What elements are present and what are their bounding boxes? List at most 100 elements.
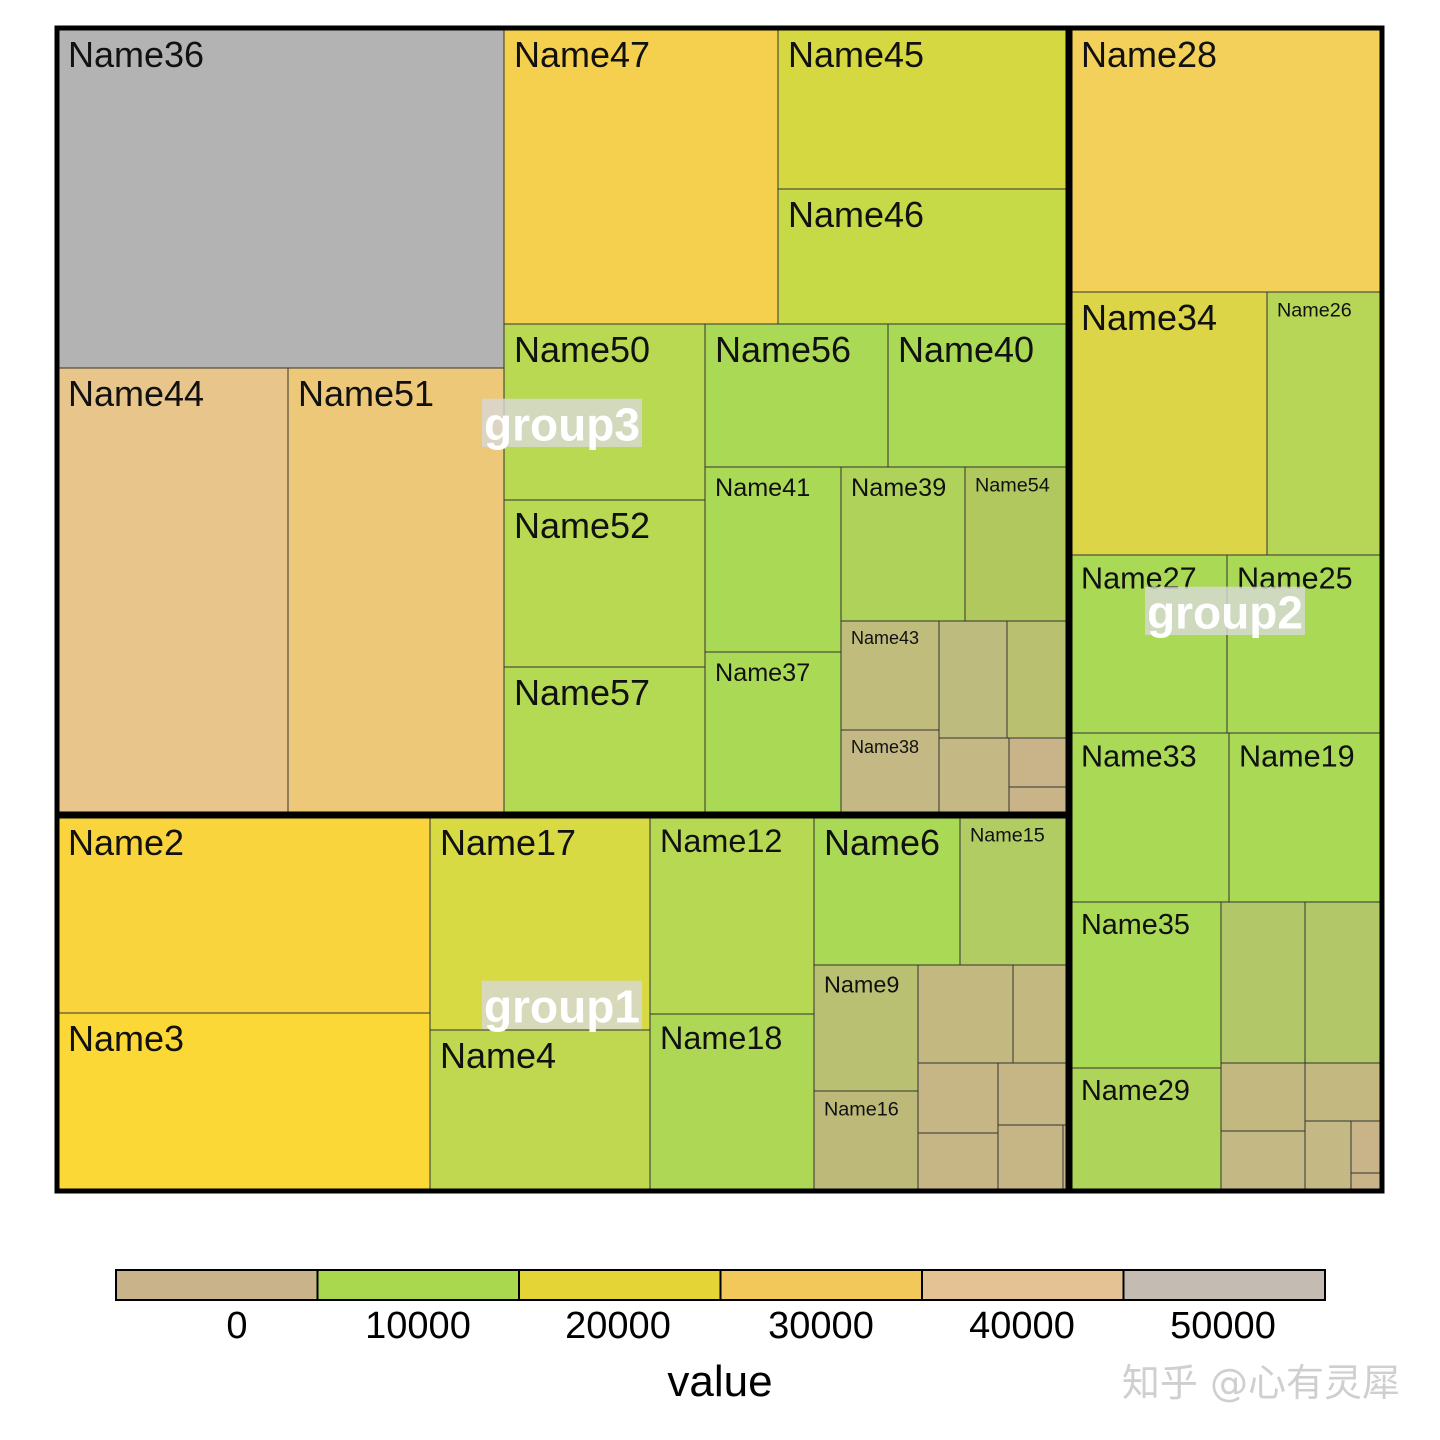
tile-label: Name47	[514, 34, 650, 75]
treemap-tile	[938, 620, 1008, 739]
treemap-tile	[1266, 291, 1382, 556]
legend-tick-label: 20000	[565, 1305, 671, 1347]
treemap-tile	[1304, 1062, 1382, 1122]
treemap-tile	[1220, 1130, 1306, 1191]
tile-label: Name3	[68, 1018, 184, 1059]
group-labels: group3 group1 group2	[481, 398, 1306, 1033]
treemap-tile	[1220, 901, 1306, 1064]
treemap-tile	[57, 367, 289, 813]
tile-label: Name18	[660, 1020, 782, 1056]
treemap-tile	[938, 737, 1010, 813]
legend-tick-label: 40000	[969, 1305, 1075, 1347]
treemap-tile	[813, 816, 961, 966]
tile-label: Name39	[851, 474, 946, 502]
treemap-tile	[840, 620, 940, 731]
legend-bin	[719, 1269, 923, 1301]
treemap-tile	[57, 28, 505, 369]
tile-label: Name36	[68, 34, 204, 75]
treemap-tile	[777, 28, 1068, 190]
treemap-tile	[1070, 28, 1382, 293]
treemap-tile	[777, 188, 1068, 325]
tile-label: Name17	[440, 822, 576, 863]
legend-bin	[316, 1269, 520, 1301]
treemap-group-group1: Name2 Name3 Name17 Name4 Name12 Name18 Name6 Na…	[57, 816, 1068, 1191]
group-label: group1	[484, 981, 640, 1033]
treemap-tile	[997, 1062, 1068, 1126]
treemap-tile	[1006, 620, 1068, 739]
group-label-background	[1144, 586, 1306, 635]
tile-label: Name26	[1277, 300, 1352, 322]
treemap-tile	[840, 466, 966, 622]
tile-label: Name50	[514, 329, 650, 370]
treemap-tiles: Name36 Name44 Name51 Name47 Name45 Name46 Name…	[57, 28, 1382, 1191]
treemap-tile	[1070, 1067, 1222, 1191]
color-legend: 0 10000 20000 30000 40000 50000 value	[115, 1269, 1326, 1406]
treemap-tile	[964, 466, 1068, 622]
treemap-tile	[1008, 737, 1068, 788]
treemap-tile	[917, 964, 1014, 1064]
treemap-tile	[813, 964, 919, 1092]
legend-tick-labels: 0 10000 20000 30000 40000 50000	[226, 1305, 1275, 1347]
tile-label: Name51	[298, 373, 434, 414]
legend-tick-label: 50000	[1170, 1305, 1276, 1347]
treemap-tile	[1220, 1062, 1306, 1132]
treemap-tile	[57, 1012, 431, 1191]
legend-tick-label: 0	[226, 1305, 247, 1347]
treemap-tile	[503, 666, 706, 813]
legend-color-bins	[115, 1269, 1326, 1301]
treemap-tile	[1304, 1120, 1352, 1191]
treemap-tile	[1350, 1172, 1382, 1191]
tile-label: Name41	[715, 474, 810, 502]
tile-label: Name43	[851, 628, 919, 648]
treemap-tile	[57, 816, 431, 1014]
treemap-tile	[997, 1124, 1064, 1191]
treemap-tile	[704, 466, 842, 653]
tile-label: Name16	[824, 1099, 899, 1121]
tile-label: Name37	[715, 659, 810, 687]
tile-label: Name46	[788, 194, 924, 235]
tile-label: Name52	[514, 505, 650, 546]
group-label-background	[481, 398, 643, 447]
legend-bin	[1122, 1269, 1326, 1301]
watermark-text: 知乎 @心有灵犀	[1122, 1361, 1400, 1405]
tile-label: Name12	[660, 823, 782, 859]
group-label: group2	[1147, 587, 1303, 639]
tile-label: Name38	[851, 737, 919, 757]
tile-label: Name4	[440, 1035, 556, 1076]
tile-label: Name33	[1081, 740, 1197, 774]
treemap-tile	[887, 323, 1068, 468]
tile-label: Name19	[1239, 740, 1355, 774]
treemap-tile	[917, 1132, 999, 1191]
legend-tick-label: 10000	[365, 1305, 471, 1347]
legend-tick-label: 30000	[768, 1305, 874, 1347]
tile-label: Name29	[1081, 1075, 1190, 1107]
treemap-group-group3: Name36 Name44 Name51 Name47 Name45 Name46 Name…	[57, 28, 1068, 813]
tile-label: Name57	[514, 672, 650, 713]
tile-label: Name9	[824, 972, 899, 998]
group-border	[1067, 25, 1385, 1194]
treemap-tile	[649, 1013, 815, 1191]
tile-label: Name54	[975, 475, 1050, 497]
treemap-tile	[1070, 901, 1222, 1069]
treemap-tile	[1012, 964, 1068, 1064]
legend-bin	[115, 1269, 319, 1301]
treemap-tile	[429, 1029, 651, 1191]
tile-label: Name56	[715, 329, 851, 370]
tile-label: Name44	[68, 373, 204, 414]
legend-bin	[921, 1269, 1125, 1301]
treemap-tile	[917, 1062, 999, 1134]
tile-label: Name28	[1081, 34, 1217, 75]
tile-label: Name40	[898, 329, 1034, 370]
tile-label: Name35	[1081, 909, 1190, 941]
group-label-background	[481, 980, 643, 1029]
tile-label: Name2	[68, 822, 184, 863]
treemap-tile	[704, 651, 842, 813]
treemap-tile	[1350, 1120, 1382, 1174]
treemap-tile	[1070, 732, 1230, 903]
treemap-tile	[287, 367, 505, 813]
treemap-tile	[1070, 554, 1228, 734]
tile-label: Name45	[788, 34, 924, 75]
tile-label: Name34	[1081, 297, 1217, 338]
